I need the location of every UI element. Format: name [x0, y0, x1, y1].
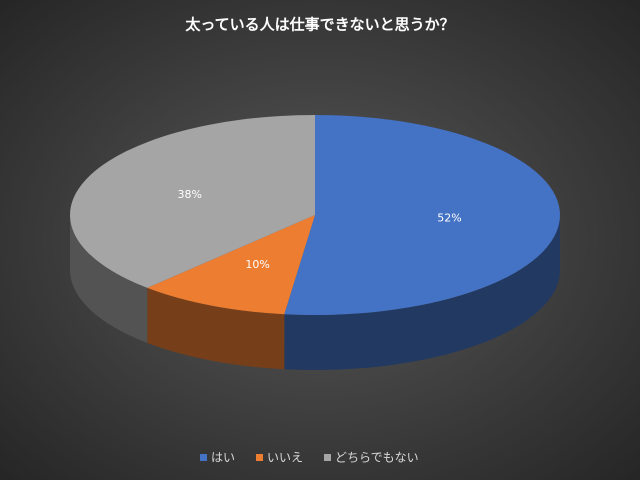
data-labels: 52% 10% 38% — [177, 188, 461, 271]
data-label: 38% — [177, 188, 201, 201]
legend-label: はい — [211, 451, 235, 465]
legend-swatch — [324, 454, 331, 461]
data-label: 52% — [437, 211, 461, 224]
legend-label: いいえ — [267, 451, 303, 465]
pie-sides — [70, 215, 560, 370]
slice-side — [147, 287, 285, 370]
legend-label: どちらでもない — [335, 451, 419, 465]
chart-title: 太っている人は仕事できないと思うか？ — [185, 16, 454, 34]
data-label: 10% — [245, 258, 269, 271]
slice — [147, 215, 315, 315]
legend: はい いいえ どちらでもない — [200, 451, 419, 465]
slice — [70, 115, 315, 288]
slice — [284, 115, 561, 315]
legend-swatch — [200, 454, 207, 461]
slice-side — [284, 215, 560, 370]
pie-tops — [70, 115, 561, 315]
slice-side — [70, 215, 148, 343]
legend-swatch — [256, 454, 263, 461]
